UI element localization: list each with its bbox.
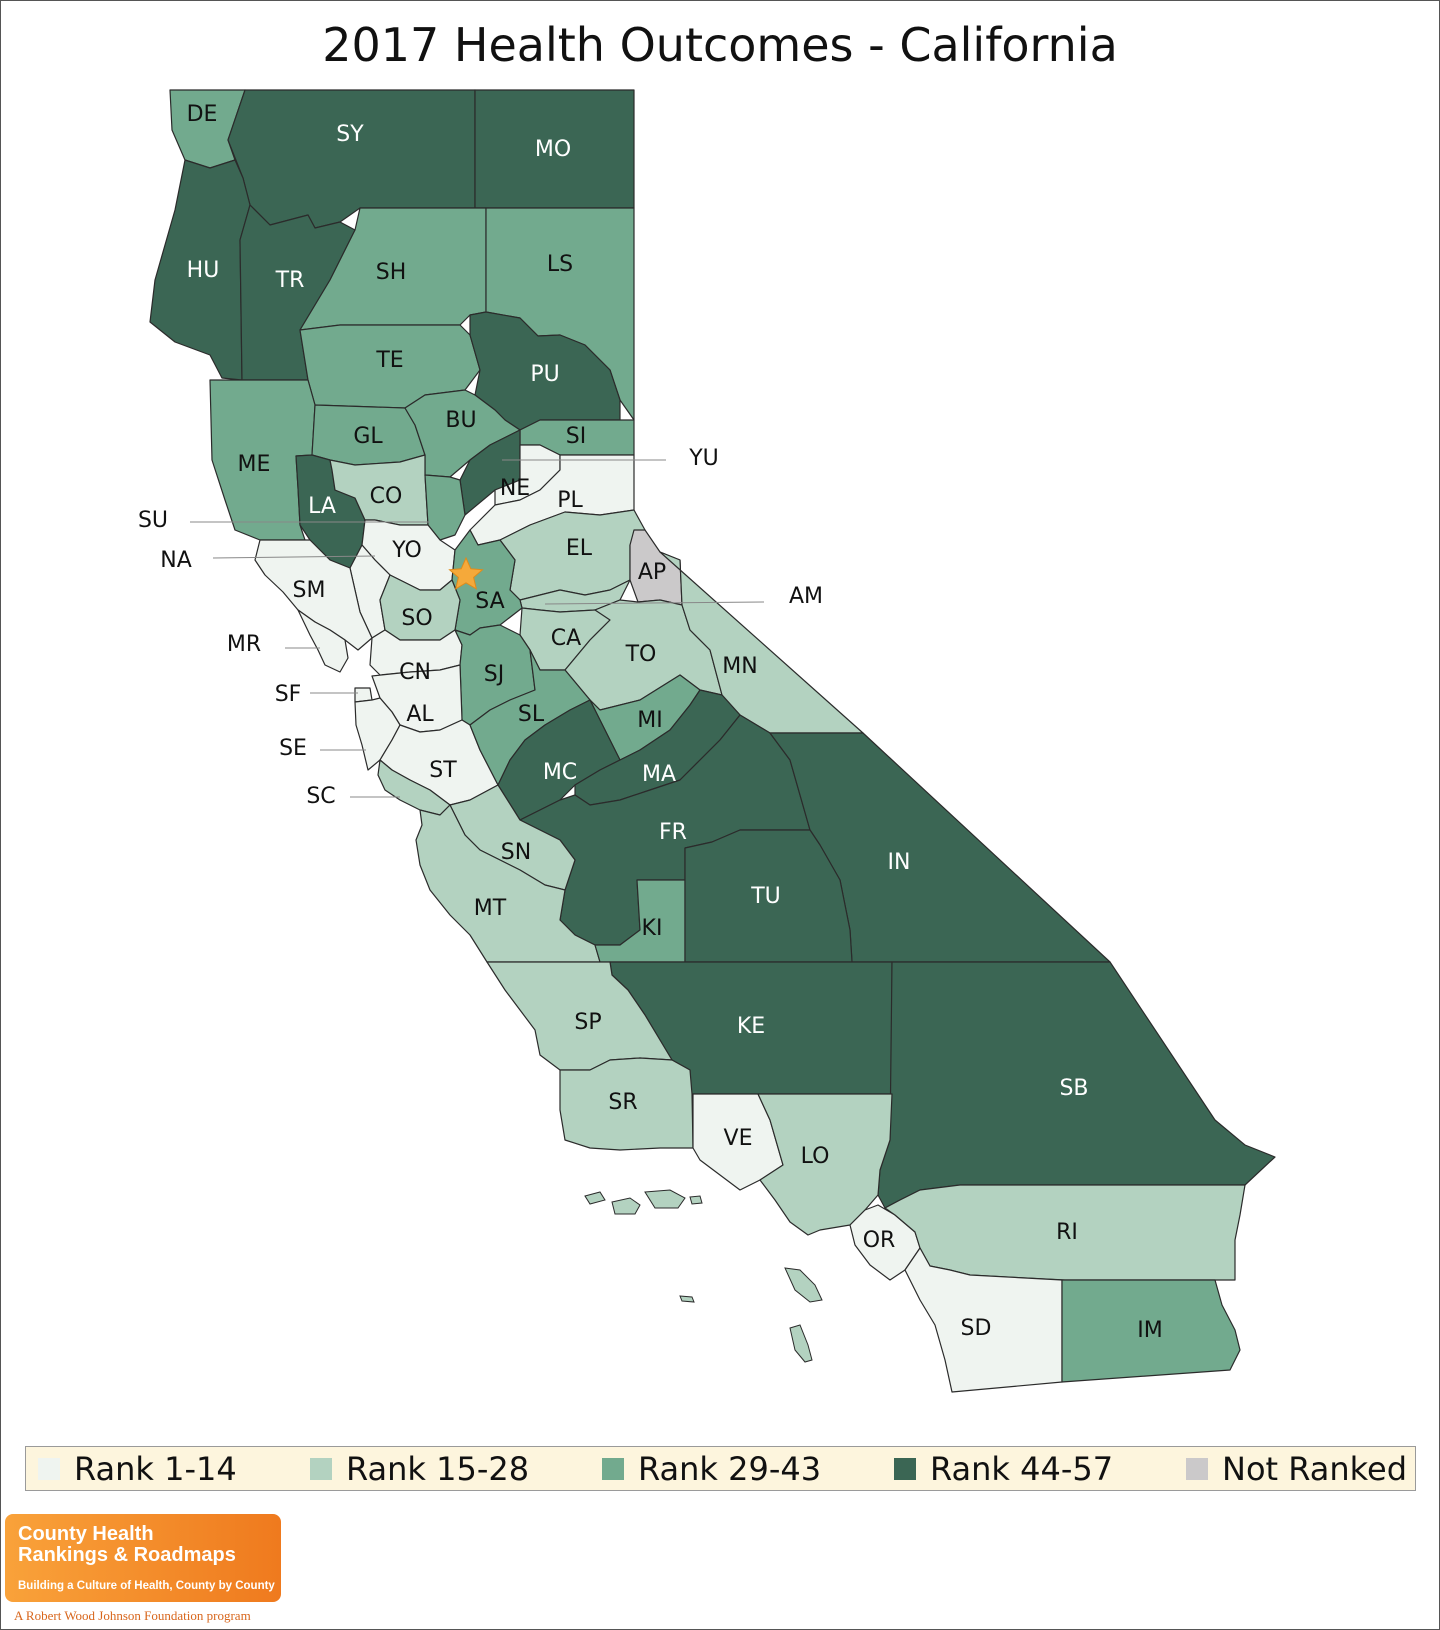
- label-BU: BU: [445, 408, 476, 433]
- county-HU[interactable]: [149, 159, 251, 381]
- label-MO: MO: [535, 137, 571, 162]
- label-IN: IN: [888, 850, 911, 875]
- legend-item-rank-1-14: Rank 1-14: [38, 1447, 237, 1490]
- label-TU: TU: [750, 884, 781, 909]
- label-MI: MI: [637, 708, 662, 733]
- label-GL: GL: [353, 424, 383, 449]
- label-ST: ST: [429, 758, 457, 783]
- county-SM[interactable]: [254, 539, 373, 651]
- label-KI: KI: [642, 916, 663, 941]
- label-SU: SU: [138, 508, 168, 533]
- legend-swatch: [310, 1457, 332, 1480]
- label-LS: LS: [547, 252, 573, 277]
- label-DE: DE: [187, 102, 218, 127]
- label-NE: NE: [500, 476, 530, 501]
- legend-label: Rank 29-43: [638, 1449, 822, 1488]
- label-MN: MN: [722, 654, 757, 679]
- label-MC: MC: [543, 760, 577, 785]
- label-SR: SR: [608, 1090, 637, 1115]
- label-PU: PU: [530, 362, 559, 387]
- label-SO: SO: [401, 606, 432, 631]
- label-SL: SL: [518, 702, 545, 727]
- label-AL: AL: [406, 702, 434, 727]
- label-SN: SN: [501, 840, 531, 865]
- label-SF: SF: [275, 682, 302, 707]
- legend-item-rank-15-28: Rank 15-28: [310, 1447, 529, 1490]
- label-RI: RI: [1056, 1220, 1078, 1245]
- county-LO[interactable]: [757, 1093, 893, 1236]
- label-OR: OR: [863, 1228, 896, 1253]
- label-YO: YO: [391, 538, 422, 563]
- label-MR: MR: [227, 632, 261, 657]
- legend-label: Rank 44-57: [930, 1449, 1114, 1488]
- label-SP: SP: [574, 1010, 601, 1035]
- label-SC: SC: [306, 784, 335, 809]
- label-SY: SY: [336, 122, 364, 147]
- label-YU: YU: [688, 446, 719, 471]
- label-SJ: SJ: [484, 662, 504, 687]
- label-TO: TO: [625, 642, 657, 667]
- legend: Rank 1-14 Rank 15-28 Rank 29-43 Rank 44-…: [25, 1446, 1416, 1491]
- county-MT[interactable]: [415, 804, 601, 963]
- logo-line2: Rankings & Roadmaps: [18, 1544, 236, 1566]
- label-CA: CA: [551, 626, 581, 651]
- legend-swatch: [38, 1457, 60, 1480]
- legend-item-not-ranked: Not Ranked: [1186, 1447, 1407, 1490]
- label-LO: LO: [801, 1144, 830, 1169]
- legend-item-rank-44-57: Rank 44-57: [894, 1447, 1113, 1490]
- legend-label: Rank 1-14: [74, 1449, 237, 1488]
- legend-label: Rank 15-28: [346, 1449, 530, 1488]
- label-CN: CN: [399, 660, 431, 685]
- label-AP: AP: [638, 560, 666, 585]
- logo-tagline: Building a Culture of Health, County by …: [18, 1580, 275, 1592]
- legend-swatch: [1186, 1457, 1208, 1480]
- label-PL: PL: [557, 488, 583, 513]
- label-TR: TR: [275, 268, 305, 293]
- legend-label: Not Ranked: [1222, 1449, 1408, 1488]
- label-AM: AM: [789, 584, 823, 609]
- county-SY[interactable]: [227, 89, 476, 229]
- label-VE: VE: [724, 1126, 753, 1151]
- label-KE: KE: [737, 1014, 765, 1039]
- logo-line1: County Health: [18, 1523, 154, 1545]
- label-EL: EL: [566, 536, 593, 561]
- county-IM[interactable]: [1061, 1279, 1241, 1383]
- map-title: 2017 Health Outcomes - California: [322, 18, 1118, 72]
- label-SA: SA: [475, 589, 504, 614]
- capital-star-icon: [448, 556, 484, 590]
- legend-swatch: [602, 1457, 624, 1480]
- label-SD: SD: [961, 1316, 992, 1341]
- label-SE: SE: [279, 736, 307, 761]
- leader-lines: [190, 459, 765, 798]
- label-ME: ME: [238, 452, 271, 477]
- label-CO: CO: [370, 484, 403, 509]
- label-MA: MA: [642, 762, 676, 787]
- label-SI: SI: [566, 424, 586, 449]
- rwjf-credit: A Robert Wood Johnson Foundation program: [14, 1608, 251, 1623]
- label-LA: LA: [308, 494, 336, 519]
- label-IM: IM: [1137, 1318, 1162, 1343]
- label-TE: TE: [375, 348, 403, 373]
- chrr-logo[interactable]: County Health Rankings & Roadmaps Buildi…: [5, 1514, 281, 1602]
- label-SB: SB: [1059, 1076, 1088, 1101]
- label-FR: FR: [659, 820, 687, 845]
- label-SH: SH: [376, 260, 407, 285]
- label-HU: HU: [187, 258, 220, 283]
- logo-title: County Health Rankings & Roadmaps: [18, 1524, 236, 1566]
- legend-swatch: [894, 1457, 916, 1480]
- label-MT: MT: [474, 896, 507, 921]
- county-MR[interactable]: [297, 609, 349, 673]
- label-NA: NA: [160, 548, 192, 573]
- legend-item-rank-29-43: Rank 29-43: [602, 1447, 821, 1490]
- label-SM: SM: [293, 578, 326, 603]
- channel-islands: [584, 1189, 823, 1363]
